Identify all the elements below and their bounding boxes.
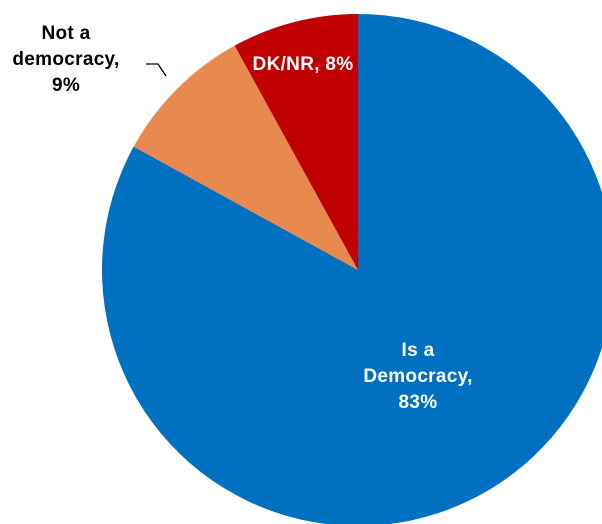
slice-label-is-a-democracy: Is a Democracy, 83% bbox=[363, 340, 472, 413]
pie-slices bbox=[102, 14, 602, 524]
pie-slice-dk-nr bbox=[234, 14, 358, 270]
leader-line bbox=[146, 63, 167, 77]
slice-label-not-a-democracy: Not a democracy, 9% bbox=[12, 23, 119, 96]
pie-labels: Is a Democracy, 83% Not a democracy, 9% DK/NR,… bbox=[12, 23, 472, 413]
slice-label-dk-nr: DK/NR, 8% bbox=[253, 54, 354, 75]
pie-slice-is-a-democracy bbox=[102, 14, 602, 524]
pie-slice-not-a-democracy bbox=[133, 45, 358, 270]
